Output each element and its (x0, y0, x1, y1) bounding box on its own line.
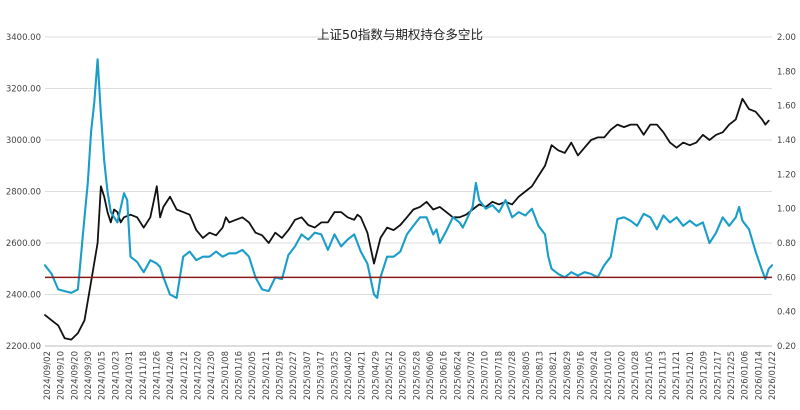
x-tick-label: 2025/10/28 (631, 351, 641, 400)
x-tick-label: 2024/09/02 (43, 351, 53, 400)
y-right-tick-label: 1.40 (777, 136, 796, 146)
gridlines (45, 36, 772, 347)
y-left-tick-label: 3400.00 (6, 33, 41, 43)
y-right-tick-label: 1.60 (777, 102, 796, 112)
x-tick-label: 2025/10/20 (618, 351, 628, 400)
y-right-tick-label: 0.20 (777, 342, 796, 352)
x-tick-label: 2025/05/20 (399, 351, 409, 400)
x-tick-label: 2024/09/10 (57, 351, 67, 400)
x-tick-label: 2024/11/26 (152, 351, 162, 400)
x-tick-label: 2024/09/20 (70, 351, 80, 400)
y-right-tick-label: 0.80 (777, 239, 796, 249)
x-tick-label: 2025/12/17 (713, 351, 723, 400)
x-tick-label: 2025/11/05 (645, 351, 655, 400)
x-tick-label: 2026/01/22 (768, 351, 778, 400)
x-tick-label: 2025/12/09 (700, 351, 710, 400)
x-tick-label: 2025/07/18 (494, 351, 504, 400)
x-tick-label: 2025/03/17 (317, 351, 327, 400)
y-left-tick-label: 2200.00 (6, 342, 41, 352)
x-tick-label: 2025/07/28 (508, 351, 518, 400)
y-left-tick-label: 3200.00 (6, 85, 41, 95)
x-tick-label: 2025/08/21 (549, 351, 559, 400)
x-tick-label: 2025/02/19 (276, 351, 286, 400)
x-tick-label: 2025/06/24 (453, 351, 463, 400)
x-tick-label: 2025/02/05 (248, 351, 258, 400)
x-tick-label: 2024/09/30 (84, 351, 94, 400)
x-tick-label: 2025/11/13 (659, 351, 669, 400)
y-right-tick-label: 1.80 (777, 67, 796, 77)
y-right-tick-label: 0.60 (777, 273, 796, 283)
x-tick-label: 2024/12/20 (194, 351, 204, 400)
x-tick-label: 2025/12/01 (686, 351, 696, 400)
x-tick-label: 2025/12/25 (727, 351, 737, 400)
y-left-tick-label: 2800.00 (6, 188, 41, 198)
y-right-tick-label: 2.00 (777, 33, 796, 43)
x-tick-label: 2025/05/28 (412, 351, 422, 400)
y-left-tick-label: 3000.00 (6, 136, 41, 146)
chart-title: 上证50指数与期权持仓多空比 (317, 27, 483, 42)
x-tick-label: 2025/01/16 (235, 351, 245, 400)
x-tick-label: 2025/11/21 (672, 351, 682, 400)
x-tick-label: 2025/05/12 (385, 351, 395, 400)
y-left-tick-label: 2600.00 (6, 239, 41, 249)
x-tick-label: 2025/04/29 (371, 351, 381, 400)
x-tick-label: 2025/02/11 (262, 351, 272, 400)
x-tick-label: 2025/03/07 (303, 351, 313, 400)
x-tick-label: 2025/06/16 (440, 351, 450, 400)
x-tick-label: 2024/12/12 (180, 351, 190, 400)
x-tick-label: 2024/10/31 (125, 351, 135, 400)
x-tick-label: 2024/11/18 (139, 351, 149, 400)
x-tick-label: 2025/02/27 (289, 351, 299, 400)
x-tick-label: 2025/10/10 (604, 351, 614, 400)
y-right-tick-label: 0.40 (777, 308, 796, 318)
series-line-1 (44, 97, 770, 341)
axes: 2200.00 2400.00 2600.00 2800.00 3000.00 3200.… (6, 33, 796, 400)
x-tick-label: 2024/12/04 (166, 351, 176, 400)
y-left-tick-label: 2400.00 (6, 291, 41, 301)
x-tick-label: 2026/01/06 (741, 351, 751, 400)
y-right-tick-label: 1.20 (777, 170, 796, 180)
series-lines (43, 58, 774, 341)
series-line-2 (43, 58, 774, 299)
x-tick-label: 2025/09/24 (590, 351, 600, 400)
x-tick-label: 2025/04/02 (344, 351, 354, 400)
x-tick-label: 2025/08/29 (563, 351, 573, 400)
y-right-tick-label: 1.00 (777, 205, 796, 215)
x-tick-label: 2025/04/21 (358, 351, 368, 400)
x-tick-label: 2024/12/30 (207, 351, 217, 400)
x-tick-label: 2025/03/25 (330, 351, 340, 400)
x-tick-label: 2025/07/02 (467, 351, 477, 400)
x-tick-label: 2026/01/14 (754, 351, 764, 400)
x-tick-label: 2025/08/13 (536, 351, 546, 400)
x-tick-label: 2025/06/06 (426, 351, 436, 400)
x-tick-label: 2025/09/16 (577, 351, 587, 400)
x-tick-label: 2025/08/05 (522, 351, 532, 400)
x-tick-label: 2025/01/08 (221, 351, 231, 400)
x-tick-label: 2024/10/23 (111, 351, 121, 400)
x-tick-label: 2025/07/10 (481, 351, 491, 400)
x-tick-label: 2024/10/15 (98, 351, 108, 400)
